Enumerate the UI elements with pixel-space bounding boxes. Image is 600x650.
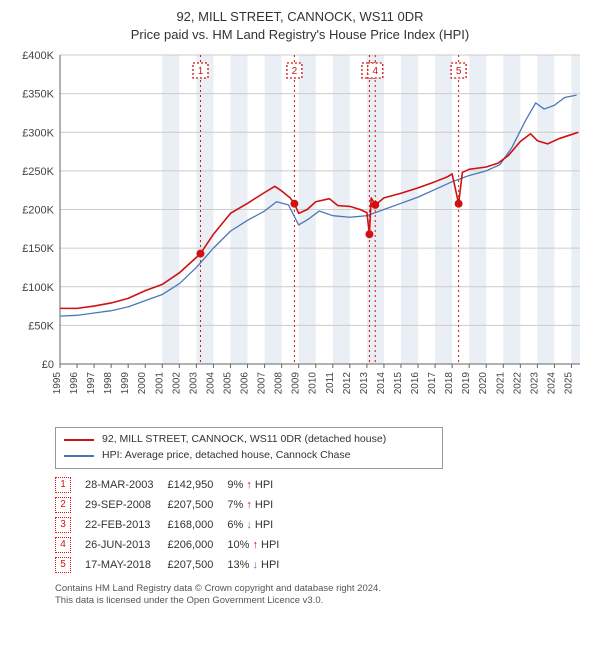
sales-row: 3 22-FEB-2013£168,0006% ↓ HPI: [55, 515, 293, 535]
svg-text:2014: 2014: [376, 372, 387, 395]
sales-row: 5 17-MAY-2018£207,50013% ↓ HPI: [55, 555, 293, 575]
sales-row: 2 29-SEP-2008£207,5007% ↑ HPI: [55, 495, 293, 515]
svg-text:1995: 1995: [52, 372, 63, 395]
legend-label: HPI: Average price, detached house, Cann…: [102, 448, 350, 464]
sale-price: £142,950: [167, 475, 227, 495]
svg-text:2002: 2002: [171, 372, 182, 395]
svg-text:2000: 2000: [137, 372, 148, 395]
chart-container: 92, MILL STREET, CANNOCK, WS11 0DR Price…: [0, 0, 600, 614]
svg-text:2015: 2015: [393, 372, 404, 395]
svg-text:2020: 2020: [478, 372, 489, 395]
svg-text:2004: 2004: [205, 372, 216, 395]
svg-text:2009: 2009: [291, 372, 302, 395]
svg-text:2017: 2017: [427, 372, 438, 395]
sale-date: 28-MAR-2003: [85, 475, 167, 495]
svg-text:2021: 2021: [495, 372, 506, 395]
sale-price: £168,000: [167, 515, 227, 535]
svg-text:£350K: £350K: [22, 89, 54, 101]
title-line2: Price paid vs. HM Land Registry's House …: [10, 26, 590, 44]
svg-text:£50K: £50K: [28, 320, 54, 332]
svg-text:2001: 2001: [154, 372, 165, 395]
sale-marker-box: 4: [55, 537, 71, 553]
svg-text:£400K: £400K: [22, 50, 54, 62]
sale-marker-box: 1: [55, 477, 71, 493]
svg-text:5: 5: [456, 66, 462, 77]
footer-attribution: Contains HM Land Registry data © Crown c…: [55, 583, 590, 609]
svg-text:4: 4: [372, 66, 378, 77]
sale-diff: 6% ↓ HPI: [227, 515, 293, 535]
sale-diff: 7% ↑ HPI: [227, 495, 293, 515]
svg-text:1997: 1997: [86, 372, 97, 395]
title-line1: 92, MILL STREET, CANNOCK, WS11 0DR: [10, 8, 590, 26]
svg-text:2023: 2023: [529, 372, 540, 395]
sales-table: 1 28-MAR-2003£142,9509% ↑ HPI 2 29-SEP-2008…: [55, 475, 293, 575]
sale-marker-box: 2: [55, 497, 71, 513]
chart-plot: £0 £50K £100K £150K £200K £250K £300K £350K £400…: [10, 49, 590, 419]
svg-text:2019: 2019: [461, 372, 472, 395]
svg-text:2: 2: [292, 66, 298, 77]
sale-date: 26-JUN-2013: [85, 535, 167, 555]
svg-text:£100K: £100K: [22, 282, 54, 294]
legend-item: 92, MILL STREET, CANNOCK, WS11 0DR (deta…: [64, 432, 434, 448]
legend-swatch: [64, 455, 94, 457]
svg-text:1998: 1998: [103, 372, 114, 395]
svg-text:2018: 2018: [444, 372, 455, 395]
sale-diff: 10% ↑ HPI: [227, 535, 293, 555]
svg-text:2013: 2013: [359, 372, 370, 395]
svg-text:£0: £0: [42, 359, 54, 371]
svg-text:2016: 2016: [410, 372, 421, 395]
svg-text:2025: 2025: [563, 372, 574, 395]
sale-diff: 9% ↑ HPI: [227, 475, 293, 495]
sale-marker-box: 5: [55, 557, 71, 573]
svg-text:2024: 2024: [546, 372, 557, 395]
svg-text:1: 1: [198, 66, 204, 77]
legend: 92, MILL STREET, CANNOCK, WS11 0DR (deta…: [55, 427, 443, 469]
svg-text:2003: 2003: [188, 372, 199, 395]
svg-text:2005: 2005: [222, 372, 233, 395]
sale-price: £207,500: [167, 555, 227, 575]
sale-price: £206,000: [167, 535, 227, 555]
sale-marker-box: 3: [55, 517, 71, 533]
chart-title: 92, MILL STREET, CANNOCK, WS11 0DR Price…: [10, 8, 590, 43]
svg-text:£300K: £300K: [22, 127, 54, 139]
svg-text:£200K: £200K: [22, 205, 54, 217]
svg-text:£150K: £150K: [22, 243, 54, 255]
svg-text:2010: 2010: [308, 372, 319, 395]
svg-text:2007: 2007: [257, 372, 268, 395]
svg-text:£250K: £250K: [22, 166, 54, 178]
sale-date: 29-SEP-2008: [85, 495, 167, 515]
svg-text:2012: 2012: [342, 372, 353, 395]
sales-row: 4 26-JUN-2013£206,00010% ↑ HPI: [55, 535, 293, 555]
legend-item: HPI: Average price, detached house, Cann…: [64, 448, 434, 464]
sales-row: 1 28-MAR-2003£142,9509% ↑ HPI: [55, 475, 293, 495]
legend-swatch: [64, 439, 94, 441]
svg-text:2011: 2011: [325, 372, 336, 394]
footer-line1: Contains HM Land Registry data © Crown c…: [55, 583, 590, 596]
svg-text:2008: 2008: [274, 372, 285, 395]
sale-price: £207,500: [167, 495, 227, 515]
sale-date: 22-FEB-2013: [85, 515, 167, 535]
footer-line2: This data is licensed under the Open Gov…: [55, 595, 590, 608]
svg-text:1999: 1999: [120, 372, 131, 395]
svg-text:2022: 2022: [512, 372, 523, 395]
svg-text:2006: 2006: [240, 372, 251, 395]
sale-date: 17-MAY-2018: [85, 555, 167, 575]
legend-label: 92, MILL STREET, CANNOCK, WS11 0DR (deta…: [102, 432, 386, 448]
svg-text:1996: 1996: [69, 372, 80, 395]
chart-svg: £0 £50K £100K £150K £200K £250K £300K £350K £400…: [10, 49, 590, 419]
sale-diff: 13% ↓ HPI: [227, 555, 293, 575]
